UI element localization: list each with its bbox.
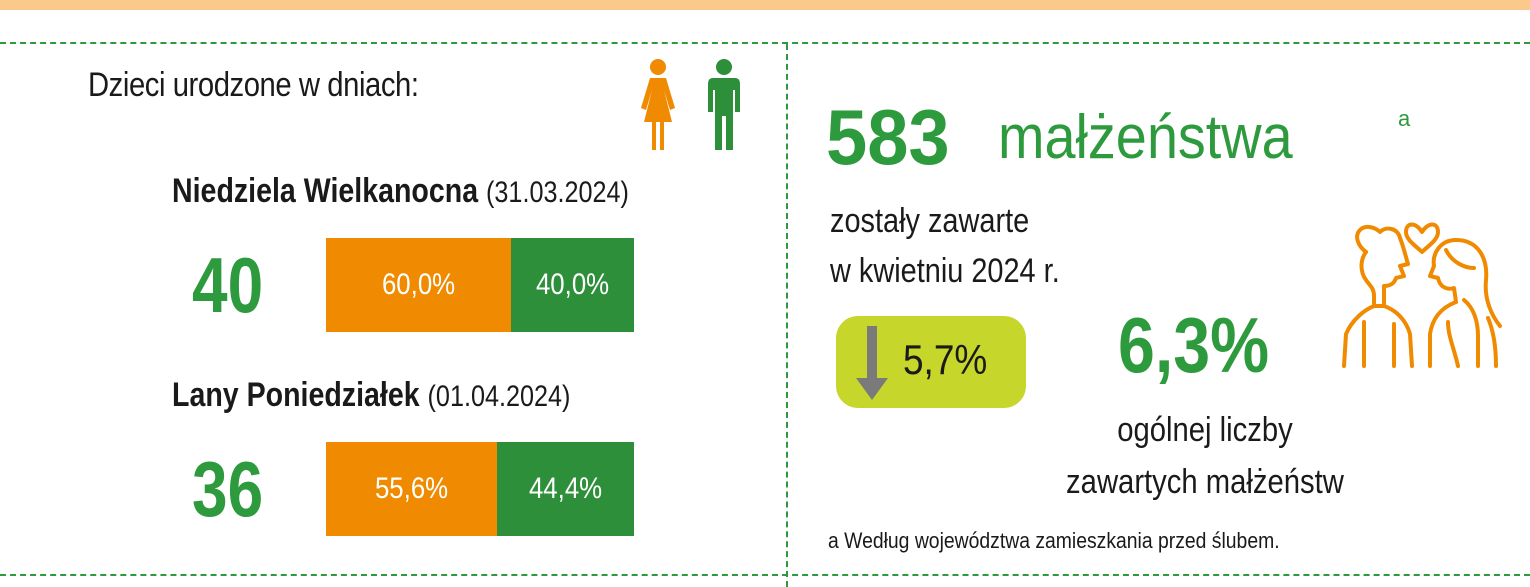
- share-value: 6,3%: [1118, 301, 1270, 389]
- female-share-label: 60,0%: [381, 268, 456, 301]
- marriages-description: zostały zawarte w kwietniu 2024 r.: [830, 196, 1060, 296]
- day-heading: Lany Poniedziałek (01.04.2024): [172, 376, 570, 415]
- male-icon: [708, 59, 740, 150]
- share-description: ogólnej liczby zawartych małżeństw: [1037, 404, 1372, 508]
- share-description-line: zawartych małżeństw: [1066, 463, 1344, 501]
- change-value: 5,7%: [903, 336, 988, 383]
- day-date: (01.04.2024): [427, 380, 571, 413]
- marriages-label: małżeństwa: [998, 103, 1293, 172]
- female-icon: [641, 59, 675, 150]
- day-name: Lany Poniedziałek: [172, 376, 420, 414]
- female-share-label: 55,6%: [374, 472, 449, 505]
- top-band: [0, 0, 1530, 10]
- arrow-down-icon: [856, 326, 888, 400]
- male-share-label: 40,0%: [535, 268, 610, 301]
- footnote-mark: a: [1398, 106, 1411, 131]
- divider-vertical: [786, 44, 788, 587]
- gender-bar: 55,6% 44,4%: [326, 442, 634, 536]
- day-date: (31.03.2024): [486, 176, 629, 209]
- divider-top: [0, 42, 1530, 44]
- footnote: a Według województwa zamieszkania przed …: [828, 528, 1280, 553]
- share-description-line: ogólnej liczby: [1117, 411, 1293, 449]
- female-share-segment: 55,6%: [326, 442, 497, 536]
- marriages-description-line: zostały zawarte: [830, 202, 1030, 240]
- marriages-count: 583: [826, 93, 950, 181]
- marriages-description-line: w kwietniu 2024 r.: [830, 252, 1060, 290]
- female-share-segment: 60,0%: [326, 238, 511, 332]
- gender-bar: 60,0% 40,0%: [326, 238, 634, 332]
- male-share-segment: 44,4%: [497, 442, 634, 536]
- day-birth-count: 40: [192, 241, 264, 329]
- couple-icon: [1342, 222, 1502, 368]
- male-share-segment: 40,0%: [511, 238, 634, 332]
- male-share-label: 44,4%: [528, 472, 603, 505]
- births-title: Dzieci urodzone w dniach:: [88, 66, 419, 104]
- day-birth-count: 36: [192, 445, 264, 533]
- day-heading: Niedziela Wielkanocna (31.03.2024): [172, 172, 629, 211]
- divider-bottom: [0, 574, 1530, 576]
- day-name: Niedziela Wielkanocna: [172, 172, 479, 210]
